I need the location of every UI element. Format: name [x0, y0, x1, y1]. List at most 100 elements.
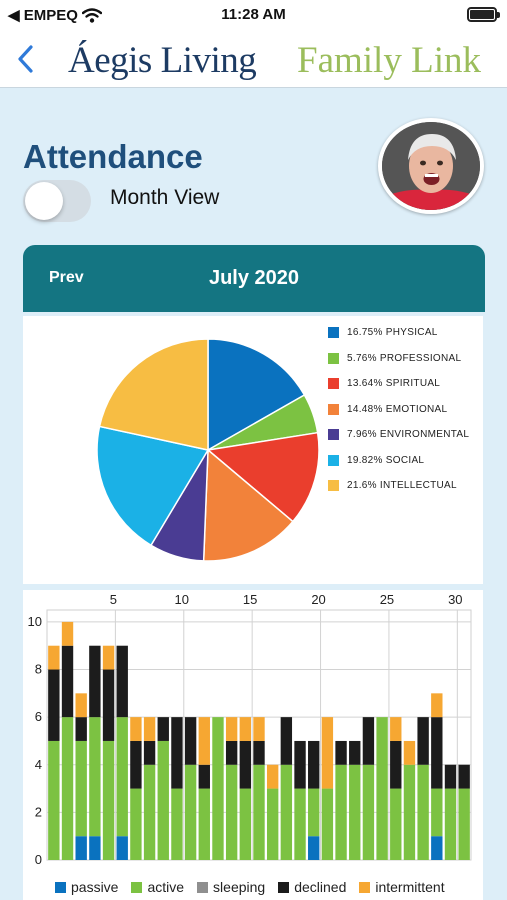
bar-intermittent	[61, 621, 74, 646]
bar-intermittent	[75, 693, 87, 718]
bar-intermittent	[130, 717, 142, 741]
pie-legend-swatch	[328, 480, 339, 492]
pie-legend-swatch	[328, 429, 339, 441]
brand-subtitle: Family Link	[297, 40, 481, 81]
bar-active	[253, 764, 265, 860]
avatar[interactable]	[378, 118, 484, 214]
bar-legend-swatch	[278, 881, 290, 893]
bar-legend-item: active	[131, 879, 184, 895]
pie-slice-6	[98, 338, 209, 451]
bar-declined	[225, 740, 238, 765]
bar-declined	[431, 717, 443, 789]
bar-legend-swatch	[359, 881, 371, 893]
bar-intermittent	[266, 764, 279, 789]
bar-intermittent	[102, 645, 115, 670]
bar-declined	[89, 645, 101, 718]
bar-active	[89, 717, 101, 837]
y-tick-label: 0	[35, 852, 42, 867]
bar-active	[335, 764, 347, 860]
bar-declined	[48, 669, 60, 741]
bar-active	[48, 740, 60, 860]
month-header: Prev July 2020	[23, 245, 485, 312]
bar-declined	[102, 669, 115, 741]
month-view-toggle[interactable]	[23, 180, 91, 222]
pie-slice-5	[96, 425, 210, 547]
bar-legend-label: declined	[294, 879, 347, 895]
bar-active	[198, 788, 210, 860]
bar-declined	[61, 645, 74, 718]
bar-active	[157, 740, 169, 860]
pie-legend-item: 19.82% SOCIAL	[328, 448, 469, 474]
x-tick-label: 20	[311, 592, 325, 607]
bar-passive	[75, 836, 87, 860]
bar-declined	[253, 740, 265, 765]
bar-active	[403, 764, 416, 860]
bar-active	[431, 788, 443, 837]
bar-declined	[390, 740, 402, 789]
y-tick-label: 2	[35, 804, 42, 819]
bar-legend-swatch	[55, 881, 66, 893]
bar-declined	[157, 717, 169, 741]
prev-button[interactable]: Prev	[49, 269, 84, 286]
bar-active	[184, 764, 197, 860]
bar-passive	[89, 836, 101, 860]
bar-declined	[198, 764, 210, 789]
bar-chart-card: 0 2 4 6 8 10 5 10 15 20 25 30 passive active sleeping…	[23, 590, 483, 900]
bar-active	[143, 764, 156, 860]
pie-legend-swatch	[328, 378, 339, 390]
toggle-label: Month View	[110, 186, 220, 209]
bar-passive	[431, 836, 443, 860]
bar-legend-item: sleeping	[197, 879, 265, 895]
bar-declined	[417, 717, 429, 765]
pie-chart-card: 16.75% PHYSICAL 5.76% PROFESSIONAL 13.64% …	[23, 316, 483, 584]
avatar-photo	[382, 122, 480, 210]
back-button[interactable]	[10, 40, 40, 78]
bar-legend-swatch	[197, 881, 209, 893]
bar-intermittent	[143, 717, 156, 741]
bar-active	[116, 717, 128, 837]
pie-legend-label: 16.75% PHYSICAL	[347, 327, 438, 339]
pie-slice-0	[207, 338, 306, 452]
bar-intermittent	[431, 693, 443, 718]
bar-active	[102, 740, 115, 860]
y-tick-label: 8	[35, 662, 42, 677]
bar-legend: passive active sleeping declined intermitten…	[55, 879, 445, 895]
pie-legend-item: 21.6% INTELLECTUAL	[328, 473, 469, 499]
stacked-bar-chart: 0 2 4 6 8 10 5 10 15 20 25 30	[28, 592, 472, 867]
y-tick-label: 4	[35, 757, 42, 772]
pie-slice-3	[202, 448, 294, 562]
bar-active	[171, 788, 183, 860]
x-tick-label: 30	[448, 592, 462, 607]
bar-declined	[116, 645, 128, 718]
bar-active	[376, 717, 388, 860]
bar-declined	[444, 764, 457, 789]
bar-declined	[458, 764, 470, 789]
bar-legend-label: passive	[71, 879, 119, 895]
x-tick-label: 10	[175, 592, 189, 607]
month-label: July 2020	[208, 267, 300, 289]
bar-declined	[171, 717, 183, 789]
bar-active	[61, 717, 74, 860]
bar-active	[239, 788, 252, 860]
bar-legend-item: passive	[55, 879, 118, 895]
bar-declined	[75, 717, 87, 741]
bar-declined	[143, 740, 156, 765]
bar-active	[458, 788, 470, 860]
pie-legend-item: 16.75% PHYSICAL	[328, 320, 469, 346]
bar-legend-label: sleeping	[213, 879, 266, 895]
pie-legend-item: 14.48% EMOTIONAL	[328, 397, 469, 423]
pie-legend-item: 13.64% SPIRITUAL	[328, 371, 469, 397]
pie-legend-label: 5.76% PROFESSIONAL	[347, 352, 462, 364]
x-tick-label: 25	[380, 592, 394, 607]
bar-legend-label: active	[147, 879, 185, 895]
pie-legend-swatch	[328, 327, 339, 339]
pie-legend-label: 7.96% ENVIRONMENTAL	[347, 429, 470, 441]
bar-legend-item: intermittent	[359, 879, 445, 895]
bar-intermittent	[48, 645, 60, 670]
bar-active	[349, 764, 361, 860]
bar-legend-swatch	[131, 881, 143, 893]
pie-legend-swatch	[328, 352, 339, 364]
bar-intermittent	[390, 717, 402, 741]
bar-declined	[130, 740, 142, 789]
carrier-label: ◀ EMPEQ	[8, 7, 78, 24]
